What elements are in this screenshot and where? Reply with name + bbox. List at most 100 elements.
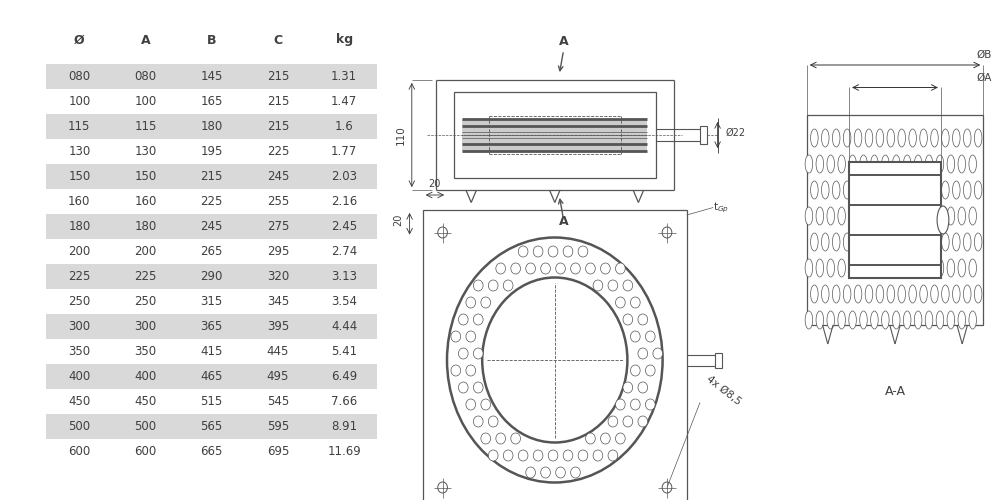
Circle shape <box>832 233 840 251</box>
Circle shape <box>925 207 933 225</box>
Circle shape <box>571 467 580 478</box>
Text: 595: 595 <box>267 420 289 433</box>
Circle shape <box>563 246 573 257</box>
Circle shape <box>473 280 483 291</box>
Text: 3.13: 3.13 <box>331 270 357 283</box>
Text: 2.03: 2.03 <box>331 170 357 183</box>
Circle shape <box>816 207 824 225</box>
Circle shape <box>638 314 648 325</box>
Circle shape <box>953 129 960 147</box>
Circle shape <box>974 285 982 303</box>
Bar <box>849 162 941 278</box>
Circle shape <box>969 259 976 277</box>
Circle shape <box>876 181 884 199</box>
Circle shape <box>974 233 982 251</box>
Text: 160: 160 <box>134 195 157 208</box>
Bar <box>46 64 377 89</box>
Circle shape <box>571 263 580 274</box>
Circle shape <box>854 233 862 251</box>
Circle shape <box>838 207 845 225</box>
Text: 290: 290 <box>201 270 223 283</box>
Circle shape <box>876 129 884 147</box>
Bar <box>46 114 377 139</box>
Text: 8.91: 8.91 <box>331 420 357 433</box>
Circle shape <box>623 314 633 325</box>
Circle shape <box>914 207 922 225</box>
Text: 395: 395 <box>267 320 289 333</box>
Circle shape <box>920 233 927 251</box>
Circle shape <box>526 263 535 274</box>
Circle shape <box>882 207 889 225</box>
Text: 20: 20 <box>394 213 404 226</box>
Circle shape <box>608 450 618 461</box>
Circle shape <box>871 155 878 173</box>
Circle shape <box>849 311 856 329</box>
Circle shape <box>805 155 813 173</box>
Circle shape <box>892 207 900 225</box>
Text: 225: 225 <box>201 195 223 208</box>
Circle shape <box>533 450 543 461</box>
Circle shape <box>882 155 889 173</box>
Circle shape <box>578 450 588 461</box>
Circle shape <box>892 311 900 329</box>
Circle shape <box>937 206 949 234</box>
Circle shape <box>969 311 976 329</box>
Text: 4.44: 4.44 <box>331 320 357 333</box>
Text: 145: 145 <box>201 70 223 83</box>
Text: 600: 600 <box>68 445 90 458</box>
Circle shape <box>909 181 916 199</box>
Circle shape <box>822 285 829 303</box>
Bar <box>46 139 377 164</box>
Bar <box>46 189 377 214</box>
Circle shape <box>616 263 625 274</box>
Text: 4x Ø8,5: 4x Ø8,5 <box>704 374 743 407</box>
Text: 695: 695 <box>267 445 289 458</box>
Text: 300: 300 <box>134 320 157 333</box>
Circle shape <box>947 311 955 329</box>
Text: 225: 225 <box>267 145 289 158</box>
Circle shape <box>838 311 845 329</box>
Text: B: B <box>207 34 216 46</box>
Circle shape <box>645 365 655 376</box>
Text: 150: 150 <box>134 170 157 183</box>
Bar <box>46 339 377 364</box>
Text: 200: 200 <box>68 245 90 258</box>
Text: 350: 350 <box>68 345 90 358</box>
Text: 100: 100 <box>134 95 157 108</box>
Text: 665: 665 <box>201 445 223 458</box>
Text: 180: 180 <box>134 220 157 233</box>
Circle shape <box>974 181 982 199</box>
Circle shape <box>947 155 955 173</box>
Circle shape <box>458 382 468 393</box>
Circle shape <box>451 331 461 342</box>
Text: C: C <box>273 34 283 46</box>
Circle shape <box>963 233 971 251</box>
Circle shape <box>616 433 625 444</box>
Bar <box>454 92 656 178</box>
Circle shape <box>541 263 550 274</box>
Circle shape <box>832 181 840 199</box>
Circle shape <box>466 365 476 376</box>
Circle shape <box>942 233 949 251</box>
Circle shape <box>563 450 573 461</box>
Text: 450: 450 <box>68 395 90 408</box>
Circle shape <box>630 297 640 308</box>
Circle shape <box>811 129 818 147</box>
Circle shape <box>887 285 895 303</box>
Circle shape <box>887 129 895 147</box>
Circle shape <box>838 259 845 277</box>
Circle shape <box>903 311 911 329</box>
Text: 250: 250 <box>134 295 157 308</box>
Text: 130: 130 <box>68 145 90 158</box>
Circle shape <box>458 314 468 325</box>
Circle shape <box>481 433 491 444</box>
Circle shape <box>931 285 938 303</box>
Circle shape <box>623 382 633 393</box>
Text: 600: 600 <box>134 445 157 458</box>
Circle shape <box>914 259 922 277</box>
Text: 445: 445 <box>267 345 289 358</box>
Circle shape <box>548 246 558 257</box>
Text: 565: 565 <box>201 420 223 433</box>
Circle shape <box>593 280 603 291</box>
Circle shape <box>876 233 884 251</box>
